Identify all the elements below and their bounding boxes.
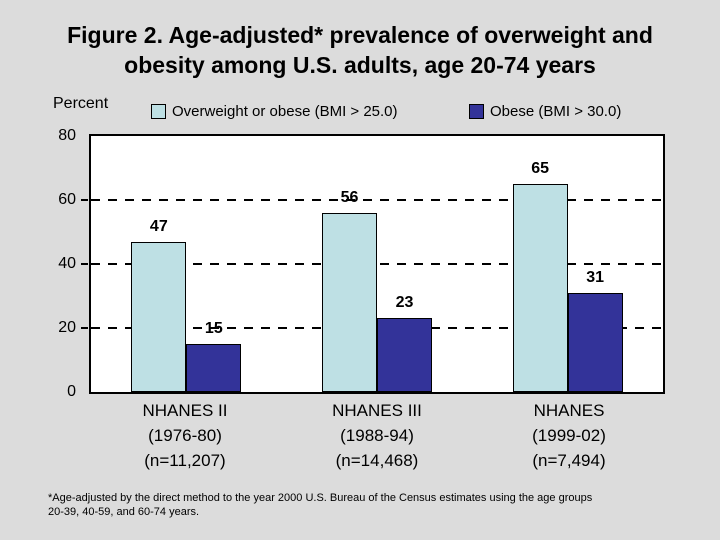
y-axis-tick-label-20: 20 xyxy=(58,319,76,336)
bar-overweight-group3 xyxy=(512,184,568,392)
y-axis-tick-mark-20 xyxy=(81,327,88,329)
category-label-group1-line1: NHANES II xyxy=(142,401,228,420)
category-label-group3-line3: (n=7,494) xyxy=(532,451,606,470)
legend-item-overweight: Overweight or obese (BMI > 25.0) xyxy=(151,103,398,120)
category-label-group1: NHANES II (1976-80) (n=11,207) xyxy=(89,398,281,473)
bar-value-label-15: 15 xyxy=(204,320,223,337)
category-label-group2-line2: (1988-94) xyxy=(340,426,414,445)
bar-overweight-group2 xyxy=(322,212,377,392)
bar-obese-group2 xyxy=(377,318,432,392)
footnote: *Age-adjusted by the direct method to th… xyxy=(48,492,688,519)
bar-value-label-23: 23 xyxy=(395,294,414,312)
legend-item-obese: Obese (BMI > 30.0) xyxy=(469,103,621,120)
page-title-line1: Figure 2. Age-adjusted* prevalence of ov… xyxy=(67,22,653,48)
category-label-group3-line1: NHANES xyxy=(533,401,605,420)
y-axis-tick-label-80: 80 xyxy=(58,127,76,144)
gridline-40 xyxy=(91,263,663,265)
category-label-group3: NHANES (1999-02) (n=7,494) xyxy=(473,398,665,473)
bar-obese-group1 xyxy=(186,344,242,392)
y-axis-tick-label-0: 0 xyxy=(67,383,76,400)
y-axis-tick-mark-60 xyxy=(81,199,88,201)
y-axis-tick-label-60: 60 xyxy=(58,191,76,208)
gridline-60 xyxy=(91,199,663,201)
footnote-line2: 20-39, 40-59, and 60-74 years. xyxy=(48,505,200,518)
category-label-group1-line3: (n=11,207) xyxy=(144,451,226,470)
category-label-group1-line2: (1976-80) xyxy=(148,426,222,445)
bar-value-label-56: 56 xyxy=(340,188,359,206)
bar-obese-group3 xyxy=(567,292,623,392)
page-title-line2: obesity among U.S. adults, age 20-74 yea… xyxy=(124,52,596,78)
footnote-line1: *Age-adjusted by the direct method to th… xyxy=(48,492,593,504)
legend-swatch-overweight-icon xyxy=(151,104,166,119)
bar-value-label-47: 47 xyxy=(149,217,168,235)
category-label-group2: NHANES III (1988-94) (n=14,468) xyxy=(281,398,473,473)
legend-label-obese: Obese (BMI > 30.0) xyxy=(490,103,622,120)
bar-value-label-31: 31 xyxy=(586,268,605,286)
y-axis-tick-mark-40 xyxy=(81,263,88,265)
bar-overweight-group1 xyxy=(131,241,187,392)
category-label-group3-line2: (1999-02) xyxy=(532,426,606,445)
legend-label-overweight: Overweight or obese (BMI > 25.0) xyxy=(172,103,398,120)
page-title: Figure 2. Age-adjusted* prevalence of ov… xyxy=(0,20,720,80)
legend-swatch-obese-icon xyxy=(469,104,484,119)
category-label-group2-line1: NHANES III xyxy=(332,401,422,420)
chart-plot-area: 47 15 56 23 65 31 xyxy=(89,134,665,394)
bar-value-label-65: 65 xyxy=(531,160,550,177)
category-label-group2-line3: (n=14,468) xyxy=(335,451,419,470)
y-axis-tick-label-40: 40 xyxy=(58,255,76,272)
chart-legend: Overweight or obese (BMI > 25.0) Obese (… xyxy=(0,103,720,123)
y-axis-unit-label: Percent xyxy=(53,95,109,112)
